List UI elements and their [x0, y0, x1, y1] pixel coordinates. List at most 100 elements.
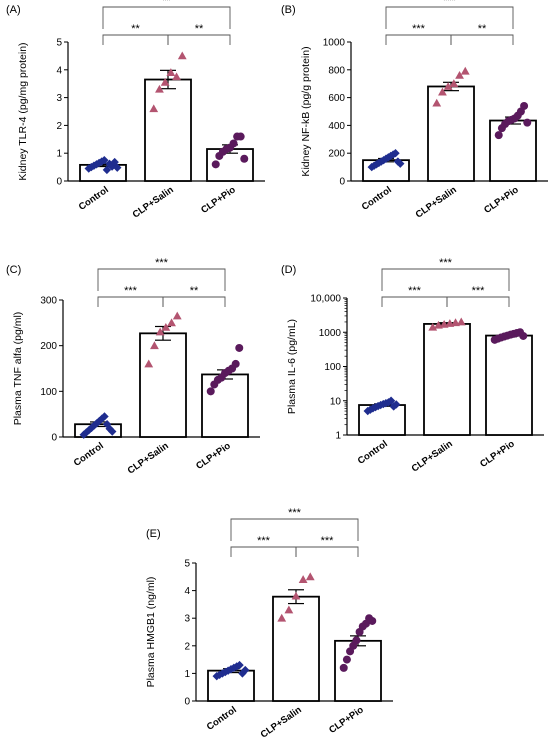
- data-point: [177, 51, 187, 60]
- significance-bracket: [381, 268, 510, 291]
- panel-label-a: (A): [6, 4, 21, 16]
- data-point: [95, 416, 104, 426]
- data-point: [389, 402, 398, 411]
- data-point: [494, 131, 503, 140]
- data-point: [277, 613, 287, 622]
- y-tick-label: 300: [40, 296, 57, 307]
- data-point: [161, 323, 171, 331]
- data-point: [102, 165, 112, 175]
- x-tick-label: CLP+Salin: [131, 184, 176, 220]
- y-tick-label: 2: [56, 121, 62, 132]
- chart-panel-b: (B) 0 200 400 600 800 1000 Kidney NF-kB (pg/g …: [275, 0, 550, 250]
- significance-label: ***: [257, 535, 271, 547]
- data-point: [352, 636, 361, 645]
- significance-label: **: [162, 0, 171, 7]
- y-tick-label: 3: [56, 93, 62, 104]
- x-tick-label: CLP+Pio: [194, 440, 233, 472]
- y-axis-label: Kidney TLR-4 (pg/mg protein): [17, 42, 29, 180]
- data-point: [144, 359, 154, 368]
- y-axis-label: Plasma TNF alfa (pg/ml): [12, 312, 24, 426]
- x-tick-label: CLP+Pio: [327, 704, 366, 736]
- y-tick-label: 100: [40, 387, 57, 398]
- data-point: [235, 660, 244, 670]
- data-point: [241, 665, 250, 675]
- data-point: [240, 154, 249, 163]
- y-tick-label: 3: [184, 614, 190, 625]
- significance-bracket: [102, 34, 169, 45]
- y-tick-label: 200: [328, 149, 345, 160]
- data-point: [342, 655, 351, 664]
- significance-bracket: [97, 296, 164, 307]
- y-tick-label: 1: [184, 669, 190, 680]
- chart-e-svg: 0 1 2 3 4 5 Plasma HMGB1 (ng/ml) Control CLP+Sal…: [145, 507, 393, 741]
- x-tick-label: Control: [205, 704, 239, 732]
- y-tick-label: 1000: [323, 38, 346, 49]
- data-point: [229, 139, 238, 148]
- y-tick-label: 4: [56, 65, 62, 76]
- data-point: [305, 572, 315, 581]
- data-point: [449, 79, 459, 88]
- data-point: [236, 132, 245, 141]
- y-tick-label: 200: [40, 341, 57, 352]
- y-axis-label: Kidney NF-kB (pg/g protein): [300, 46, 312, 176]
- y-tick-label: 1: [335, 431, 341, 442]
- significance-label: **: [190, 285, 199, 297]
- data-point: [291, 591, 301, 600]
- significance-label: **: [195, 23, 204, 35]
- y-tick-label: 0: [51, 433, 57, 444]
- y-tick-label: 1000: [319, 328, 342, 339]
- data-point: [396, 159, 405, 168]
- y-tick-label: 0: [56, 177, 62, 188]
- x-tick-label: CLP+Pio: [478, 438, 517, 470]
- data-point: [428, 322, 438, 331]
- chart-d-svg: 1 10 100 1000 10,000 Plasma IL-6 (pg/mL) Contr…: [286, 257, 544, 475]
- significance-bracket: [385, 6, 514, 29]
- data-point: [229, 663, 239, 673]
- data-point: [523, 118, 532, 127]
- data-point: [432, 98, 442, 107]
- significance-bracket: [446, 296, 510, 307]
- y-tick-label: 0: [339, 177, 345, 188]
- data-point: [519, 331, 528, 340]
- chart-panel-c: (C) 0 100 200 300 Plasma TNF alfa (pg/ml) Con…: [0, 250, 275, 500]
- x-tick-label: Control: [72, 440, 106, 468]
- data-point: [456, 317, 466, 326]
- data-point: [211, 160, 220, 169]
- y-axis-label: Plasma IL-6 (pg/mL): [286, 319, 298, 414]
- y-tick-label: 5: [56, 38, 62, 49]
- y-tick-label: 10,000: [310, 294, 341, 305]
- data-point: [149, 104, 159, 113]
- x-tick-label: CLP+Pio: [482, 184, 521, 216]
- data-point: [455, 70, 464, 79]
- y-tick-label: 10: [330, 396, 342, 407]
- data-point: [298, 575, 308, 583]
- data-point: [150, 341, 159, 350]
- significance-bracket: [167, 34, 231, 45]
- panel-label-c: (C): [6, 264, 22, 276]
- x-tick-label: Control: [360, 184, 394, 212]
- data-point: [113, 163, 122, 172]
- significance-label: ***: [443, 0, 457, 7]
- significance-label: **: [478, 23, 487, 35]
- y-tick-label: 1: [56, 149, 62, 160]
- significance-label: ***: [155, 257, 169, 269]
- significance-label: **: [131, 23, 140, 35]
- data-point: [172, 311, 182, 320]
- x-tick-label: Control: [356, 438, 390, 466]
- chart-b-svg: 0 200 400 600 800 1000 Kidney NF-kB (pg/g prot…: [300, 0, 548, 221]
- y-tick-label: 800: [328, 65, 345, 76]
- data-point: [391, 149, 400, 158]
- significance-label: ***: [408, 285, 422, 297]
- x-tick-label: CLP+Salin: [259, 704, 304, 740]
- significance-label: ***: [288, 507, 302, 519]
- data-point: [167, 318, 176, 327]
- bar-clp-salin: [144, 78, 192, 182]
- significance-bracket: [162, 296, 226, 307]
- bar-clp-pio: [489, 119, 537, 182]
- significance-bracket: [230, 518, 359, 541]
- bar-clp-salin: [427, 85, 475, 182]
- panel-label-b: (B): [281, 4, 296, 16]
- significance-bracket: [102, 6, 231, 29]
- significance-bracket: [385, 34, 452, 45]
- data-point: [155, 84, 164, 93]
